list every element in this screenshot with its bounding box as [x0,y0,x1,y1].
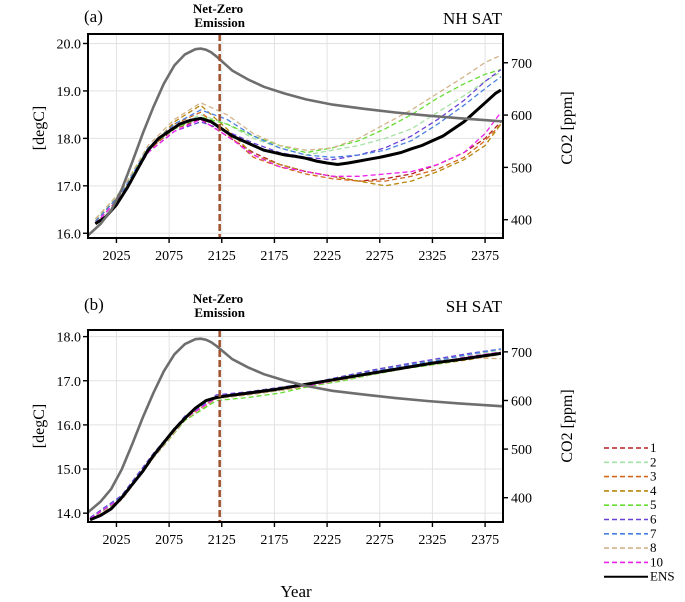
legend-label: 5 [650,497,657,512]
series-member-5 [89,353,501,521]
x-tick-label: 2375 [471,533,499,548]
legend-label: 1 [650,440,657,455]
y-tick-label: 16.0 [57,227,82,242]
y2-axis-label: CO2 [ppm] [559,91,576,164]
panel-label: (a) [84,7,103,26]
y-tick-label: 20.0 [57,37,82,52]
y-axis-label: [degC] [31,404,48,448]
x-tick-label: 2325 [418,533,446,548]
series-member-1 [89,353,501,521]
x-tick-label: 2175 [260,249,288,264]
chart-title: SH SAT [446,297,503,316]
y2-tick-label: 400 [511,492,532,507]
y-tick-label: 19.0 [57,85,82,100]
panel-a-nh-sat: (a) NH SAT [degC] CO2 [ppm] Net-Zero Emi… [31,1,576,264]
y2-tick-label: 600 [511,109,532,124]
series-member-4 [89,353,502,520]
legend-label: 2 [650,454,657,469]
series-member-6 [89,348,501,519]
chart-title: NH SAT [443,9,503,28]
y2-tick-label: 700 [511,57,532,72]
series-member-10 [89,351,501,520]
plot-frame [87,33,504,239]
legend-label: 10 [650,554,663,569]
annotation-line-2: Emission [194,15,245,30]
x-tick-label: 2125 [208,533,236,548]
series-member-3 [89,352,502,521]
legend-label: 6 [650,512,657,527]
legend-label: 3 [650,469,657,484]
series-member-7 [89,348,502,520]
y2-tick-label: 700 [511,346,532,361]
x-tick-label: 2025 [102,249,130,264]
x-tick-label: 2025 [102,533,130,548]
x-tick-label: 2075 [155,533,183,548]
annotation-line-1: Net-Zero [193,1,243,16]
y-tick-label: 17.0 [57,375,82,390]
y-tick-label: 17.0 [57,180,82,195]
series-member-2 [94,71,502,220]
series-member-8 [94,54,502,220]
x-tick-label: 2225 [313,533,341,548]
x-tick-label: 2175 [260,533,288,548]
annotation-line-1: Net-Zero [193,291,243,306]
y-tick-label: 18.0 [57,132,82,147]
x-tick-label: 2125 [208,249,236,264]
series-co2 [87,337,504,514]
legend-label: ENS [650,569,675,584]
annotation-line-2: Emission [194,305,245,320]
y2-axis-label: CO2 [ppm] [559,389,576,462]
legend-label: 4 [650,483,657,498]
x-axis-label: Year [280,582,312,601]
panel-label: (b) [84,295,104,314]
y-tick-label: 16.0 [57,419,82,434]
series-ens [89,351,502,522]
series-member-2 [89,349,502,519]
y-tick-label: 18.0 [57,331,82,346]
legend-label: 8 [650,540,657,555]
y-tick-label: 15.0 [57,463,82,478]
plot-frame [87,329,504,523]
x-tick-label: 2275 [366,249,394,264]
net-zero-annotation: Net-Zero Emission [193,291,247,320]
x-tick-label: 2225 [313,249,341,264]
y2-tick-label: 400 [511,214,532,229]
x-tick-label: 2325 [418,249,446,264]
panel-b-sh-sat: (b) SH SAT [degC] CO2 [ppm] Net-Zero Emi… [31,291,576,601]
x-tick-label: 2075 [155,249,183,264]
x-tick-label: 2275 [366,533,394,548]
y-axis-label: [degC] [31,106,48,150]
y2-tick-label: 500 [511,161,532,176]
y2-tick-label: 500 [511,443,532,458]
series-ens [94,88,502,226]
legend-label: 7 [650,526,657,541]
x-tick-label: 2375 [471,249,499,264]
series-co2 [87,47,504,237]
series-member-4 [94,104,502,222]
net-zero-annotation: Net-Zero Emission [193,1,247,30]
series-member-3 [94,111,502,225]
y2-tick-label: 600 [511,394,532,409]
y-tick-label: 14.0 [57,507,82,522]
